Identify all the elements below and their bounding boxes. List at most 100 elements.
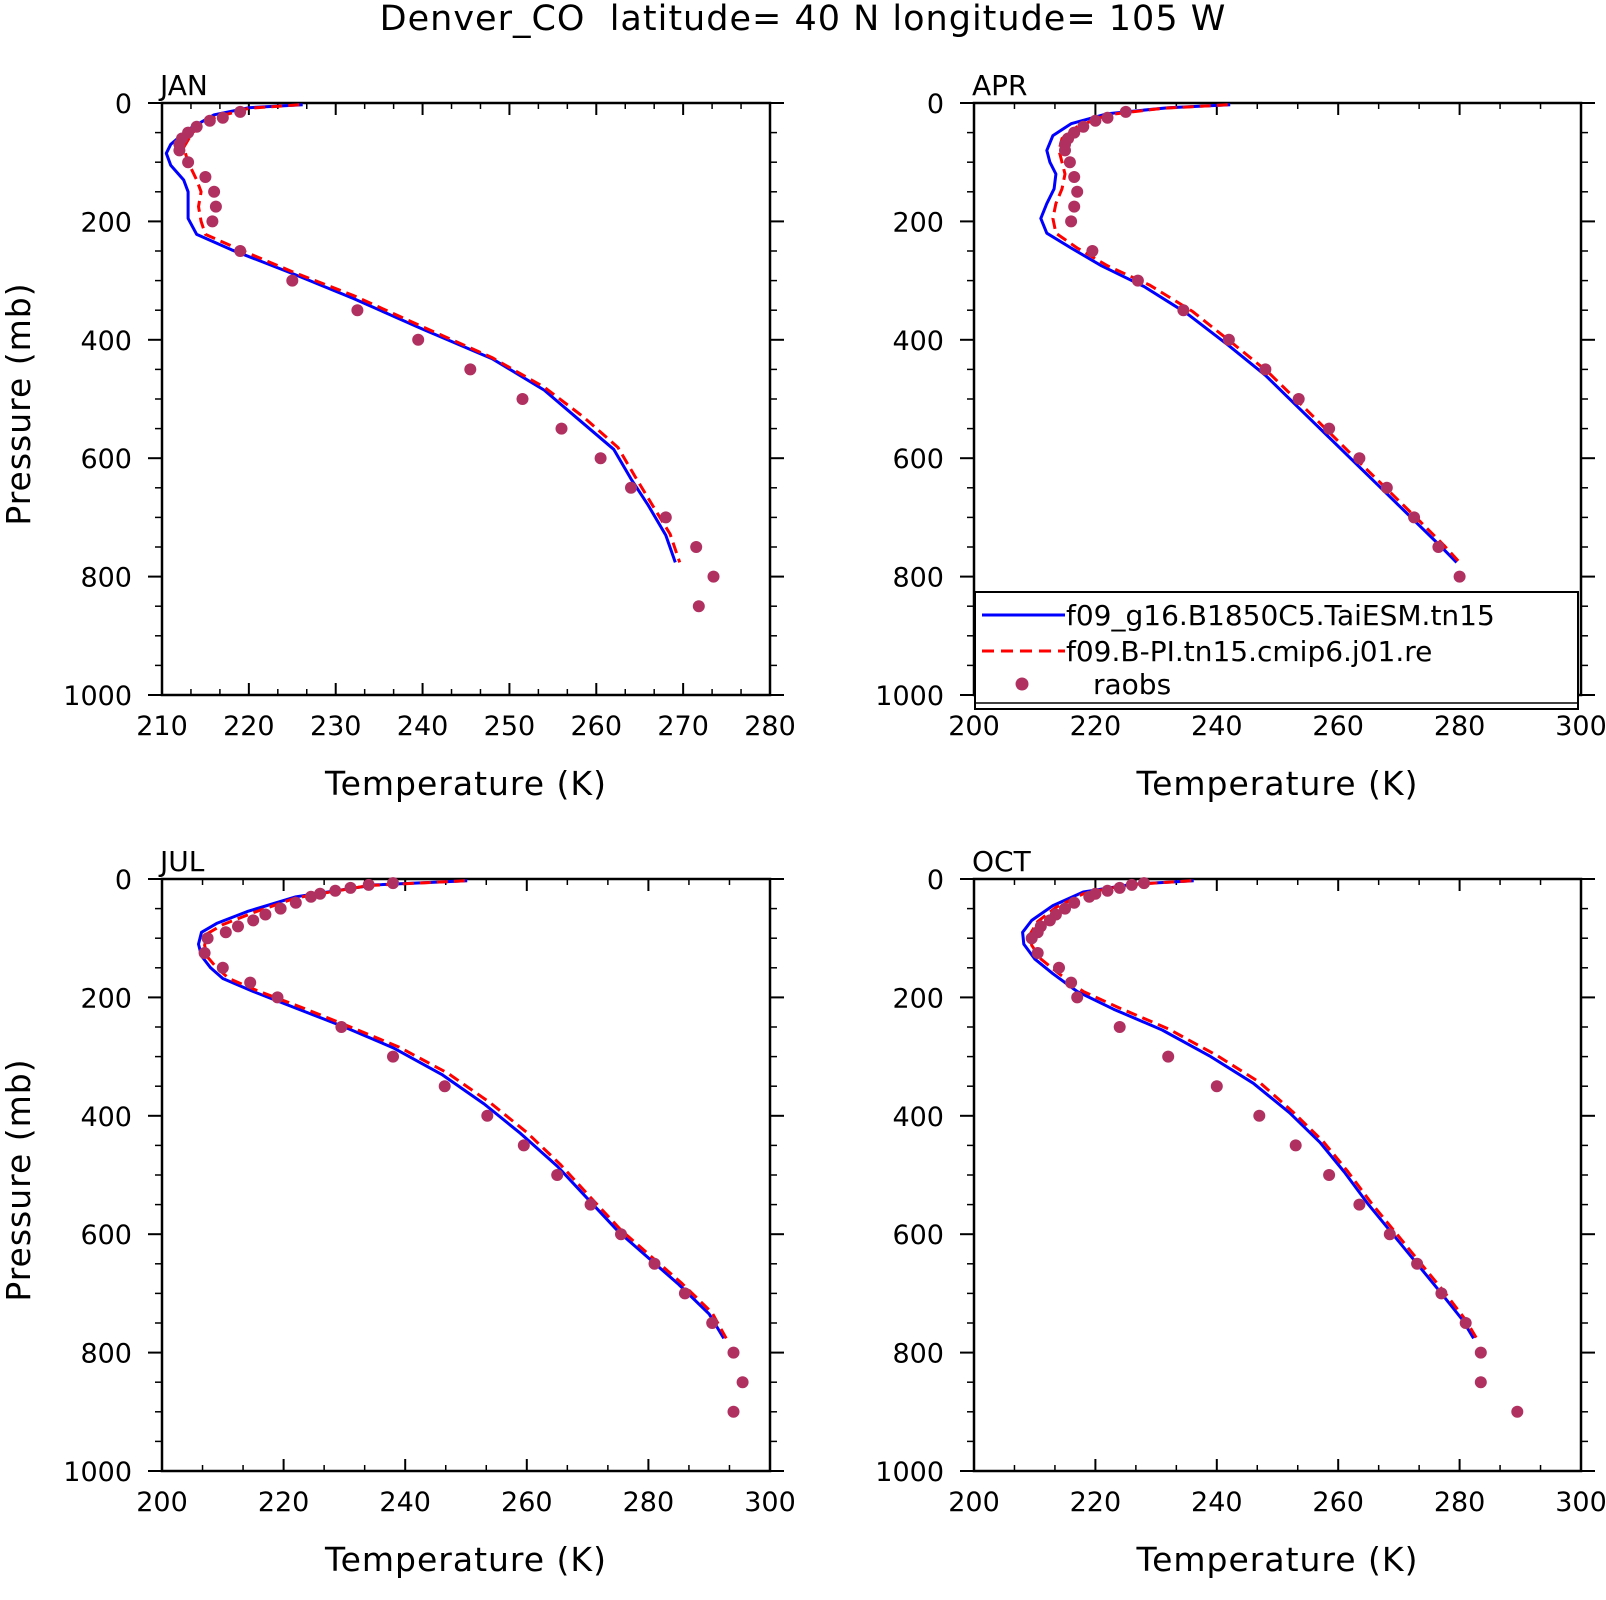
x-tick-label: 240 bbox=[1191, 711, 1243, 742]
raobs-point bbox=[1053, 961, 1065, 974]
raobs-point bbox=[329, 884, 342, 897]
raobs-point bbox=[1031, 947, 1044, 959]
raobs-point bbox=[259, 908, 272, 921]
raobs-point bbox=[351, 304, 364, 317]
x-tick-label: 230 bbox=[310, 711, 362, 742]
raobs-point bbox=[1353, 452, 1366, 465]
raobs-point bbox=[1435, 1287, 1448, 1300]
raobs-point bbox=[1323, 422, 1336, 435]
y-tick-label: 0 bbox=[927, 865, 944, 896]
x-tick-label: 260 bbox=[1312, 711, 1364, 742]
raobs-point bbox=[1043, 914, 1056, 927]
y-tick-label: 1000 bbox=[875, 681, 944, 712]
panel-title-jul: JUL bbox=[158, 845, 205, 878]
x-tick-label: 220 bbox=[223, 711, 275, 742]
raobs-point bbox=[1086, 245, 1099, 257]
legend: f09_g16.B1850C5.TaiESM.tn15 f09.B-PI.tn1… bbox=[974, 591, 1579, 710]
raobs-point bbox=[1222, 333, 1235, 346]
x-tick-label: 250 bbox=[484, 711, 536, 742]
raobs-point bbox=[707, 570, 720, 583]
raobs-point bbox=[232, 920, 244, 933]
raobs-point bbox=[247, 914, 260, 927]
legend-marker-raobs bbox=[1015, 677, 1029, 691]
x-tick-label: 210 bbox=[136, 711, 188, 742]
raobs-point bbox=[1162, 1050, 1175, 1063]
series-line-taiesm bbox=[1021, 879, 1475, 1340]
raobs-point bbox=[203, 114, 216, 127]
raobs-point bbox=[1101, 111, 1114, 124]
raobs-point bbox=[678, 1287, 691, 1300]
raobs-point bbox=[305, 890, 317, 903]
raobs-point bbox=[387, 1050, 399, 1063]
raobs-point bbox=[615, 1228, 627, 1241]
raobs-point bbox=[1474, 1376, 1487, 1389]
series-line-cmip6 bbox=[203, 879, 728, 1340]
raobs-point bbox=[198, 947, 211, 959]
raobs-point bbox=[555, 422, 568, 435]
y-tick-label: 400 bbox=[892, 1102, 944, 1133]
raobs-point bbox=[286, 274, 299, 287]
y-tick-label: 600 bbox=[892, 1220, 944, 1251]
raobs-point bbox=[344, 881, 357, 894]
raobs-point bbox=[244, 976, 257, 989]
raobs-point bbox=[1077, 120, 1090, 133]
legend-box-outer bbox=[974, 591, 1579, 710]
raobs-point bbox=[1059, 902, 1071, 915]
raobs-point bbox=[219, 926, 232, 939]
y-tick-label: 600 bbox=[80, 1220, 132, 1251]
raobs-point bbox=[1068, 896, 1081, 909]
panels: 210 220 230 240 250 260 270 280 0 200 400 600 800 100… bbox=[0, 69, 1606, 1579]
raobs-point bbox=[271, 991, 284, 1004]
plot-frame-jul bbox=[160, 877, 772, 1473]
x-tick-label: 280 bbox=[744, 711, 796, 742]
y-axis-label: Pressure (mb) bbox=[0, 282, 38, 525]
raobs-point bbox=[727, 1405, 740, 1418]
y-tick-label: 800 bbox=[892, 563, 944, 594]
raobs-point bbox=[1065, 976, 1078, 989]
raobs-point bbox=[216, 961, 229, 974]
raobs-point bbox=[1083, 890, 1096, 903]
y-tick-label: 1000 bbox=[63, 681, 132, 712]
x-tick-label: 260 bbox=[571, 711, 623, 742]
raobs-point bbox=[1089, 114, 1102, 127]
raobs-point bbox=[1432, 541, 1445, 553]
x-tick-label: 240 bbox=[1191, 1487, 1243, 1518]
y-tick-label: 200 bbox=[80, 983, 132, 1014]
legend-label-model1: f09_g16.B1850C5.TaiESM.tn15 bbox=[1066, 599, 1495, 632]
y-tick-label: 200 bbox=[892, 207, 944, 238]
raobs-point bbox=[314, 887, 327, 900]
x-tick-label: 300 bbox=[744, 1487, 796, 1518]
x-axis-label: Temperature (K) bbox=[324, 764, 607, 803]
raobs-point bbox=[551, 1169, 564, 1181]
x-tick-label: 200 bbox=[948, 711, 1000, 742]
raobs-point bbox=[1292, 393, 1305, 405]
y-axis-label: Pressure (mb) bbox=[0, 1058, 38, 1301]
x-tick-label: 200 bbox=[948, 1487, 1000, 1518]
raobs-point bbox=[438, 1080, 451, 1093]
series-line-cmip6 bbox=[1051, 103, 1461, 564]
raobs-point bbox=[190, 120, 203, 133]
series-line-taiesm bbox=[1039, 103, 1458, 564]
legend-box-inner bbox=[974, 591, 1579, 704]
raobs-point bbox=[1131, 274, 1144, 287]
x-axis-label: Temperature (K) bbox=[324, 1540, 607, 1579]
x-tick-label: 280 bbox=[623, 1487, 675, 1518]
raobs-point bbox=[1071, 185, 1084, 198]
raobs-point bbox=[517, 1139, 530, 1152]
x-tick-label: 280 bbox=[1434, 1487, 1486, 1518]
panel-jul: 200 220 240 260 280 300 0 200 400 600 800 1000 JUL Te… bbox=[0, 845, 796, 1579]
raobs-point bbox=[1259, 363, 1272, 376]
x-tick-label: 240 bbox=[379, 1487, 431, 1518]
x-tick-label: 260 bbox=[501, 1487, 553, 1518]
raobs-point bbox=[1125, 878, 1138, 891]
raobs-point bbox=[289, 896, 302, 909]
raobs-point bbox=[201, 932, 214, 945]
raobs-point bbox=[727, 1346, 740, 1359]
series-line-taiesm bbox=[197, 879, 726, 1340]
y-tick-label: 1000 bbox=[63, 1457, 132, 1488]
figure-title: Denver_CO latitude= 40 N longitude= 105 … bbox=[380, 0, 1227, 39]
plot-frame-jan bbox=[160, 101, 772, 697]
x-tick-label: 220 bbox=[1070, 1487, 1122, 1518]
raobs-point bbox=[1453, 570, 1466, 583]
